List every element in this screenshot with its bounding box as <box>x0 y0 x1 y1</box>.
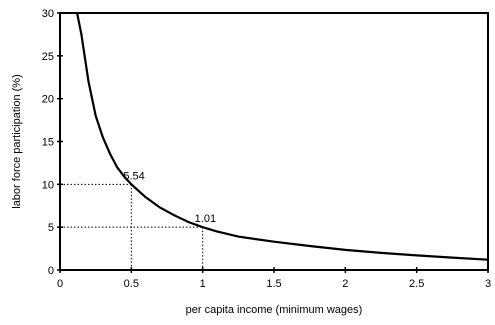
y-tick-label: 10 <box>42 179 54 191</box>
x-axis-label: per capita income (minimum wages) <box>186 304 363 316</box>
series-line <box>76 12 489 261</box>
data-label: 5.54 <box>123 170 144 182</box>
y-axis-label: labor force participation (%) <box>11 74 23 209</box>
x-tick-label: 1 <box>200 278 206 290</box>
y-tick-label: 25 <box>42 51 54 63</box>
y-tick-label: 30 <box>42 8 54 20</box>
x-tick-label: 1.5 <box>266 278 281 290</box>
x-tick-label: 2 <box>342 278 348 290</box>
y-tick-label: 0 <box>48 265 54 277</box>
data-label: 1.01 <box>195 213 216 225</box>
data-labels: 5.54 1.01 <box>123 170 216 225</box>
y-tick-label: 20 <box>42 94 54 106</box>
x-tick-label: 0.5 <box>124 278 139 290</box>
x-axis-ticks: 0 0.5 1 1.5 2 2.5 3 <box>57 267 491 290</box>
y-axis-ticks: 0 5 10 15 20 25 30 <box>42 8 63 277</box>
y-tick-label: 15 <box>42 137 54 149</box>
x-tick-label: 0 <box>57 278 63 290</box>
x-tick-label: 2.5 <box>409 278 424 290</box>
y-tick-label: 5 <box>48 222 54 234</box>
reference-lines <box>60 183 204 270</box>
x-tick-label: 3 <box>485 278 491 290</box>
